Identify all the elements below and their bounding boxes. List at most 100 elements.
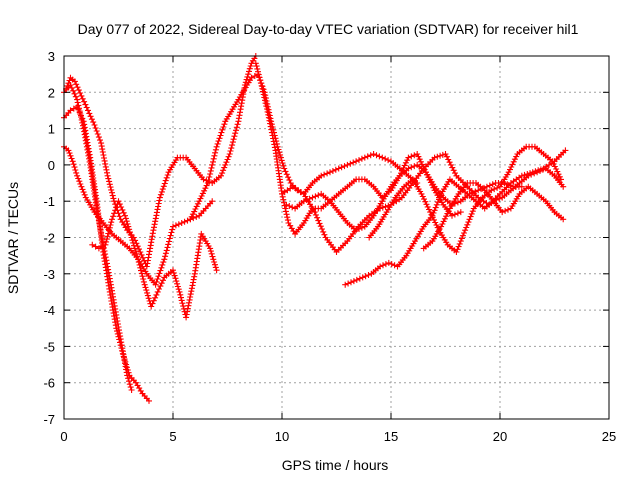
data-point [98,232,105,239]
data-point [226,151,233,157]
data-point [464,221,471,228]
data-point [170,267,176,274]
data-point [127,231,134,238]
data-point [505,206,511,213]
data-point [356,275,363,282]
data-point [187,291,194,298]
data-point [259,85,266,92]
data-point [65,80,72,87]
data-point [104,233,111,240]
data-point [137,249,144,255]
data-point [439,151,446,158]
data-point [462,227,469,234]
data-point [73,81,80,88]
data-point [440,218,447,225]
x-tick-label: 10 [275,429,289,444]
data-point [252,60,259,67]
data-point [405,165,412,172]
data-point [276,149,283,156]
data-point [219,170,226,177]
data-point [269,132,276,139]
data-point [261,94,268,101]
data-point [312,211,319,218]
data-point [265,114,272,121]
data-point [234,121,241,128]
data-point [284,214,291,221]
data-point [189,211,196,218]
data-point [212,149,219,156]
data-point [260,91,267,98]
data-point [415,153,422,160]
data-point [458,235,465,242]
data-point [258,82,265,89]
data-point [213,143,220,150]
data-point [283,171,290,178]
data-point [453,249,460,255]
data-point [77,90,84,96]
data-point [165,241,172,248]
data-point [163,174,170,181]
data-point [373,152,380,159]
data-point [555,171,562,178]
data-point [275,146,282,153]
data-point [205,177,212,183]
data-point [385,157,392,164]
data-point [163,247,170,254]
data-point [111,299,118,306]
data-point [75,175,82,182]
data-point [173,278,180,285]
data-point [210,256,217,263]
data-point [329,168,336,174]
data-point [109,192,116,199]
data-point [278,157,285,164]
data-point [80,125,87,132]
data-point [177,291,184,298]
data-point [439,221,446,227]
data-point [466,216,473,223]
data-point [122,215,129,222]
data-point [438,223,445,230]
data-point [81,98,88,105]
data-point [277,151,284,158]
data-point [191,273,198,280]
data-point [314,214,321,221]
data-point [433,201,440,208]
data-point [176,288,183,295]
data-point [193,203,200,210]
data-point [133,250,140,257]
data-point [254,65,261,72]
data-point [451,211,458,218]
data-point [562,147,569,154]
data-point [148,236,155,243]
data-point [180,303,187,310]
data-point [402,159,409,166]
data-point [102,163,109,170]
data-point [491,186,498,193]
data-point [212,261,218,268]
data-point [454,210,461,217]
data-point [134,253,141,260]
chart-title: Day 077 of 2022, Sidereal Day-to-day VTE… [78,21,579,37]
data-point [208,250,215,257]
data-point [463,224,470,231]
data-point [140,276,147,282]
data-point [189,282,196,289]
data-point [365,272,372,278]
data-point [268,129,275,136]
data-point [71,78,78,85]
data-point [461,230,467,236]
data-point [270,138,277,145]
data-point [455,243,462,250]
data-point [112,207,119,214]
data-point [179,300,186,307]
data-point [104,169,110,176]
data-point [116,201,123,208]
data-point [188,288,195,295]
data-point [155,200,162,207]
data-point [418,190,425,197]
data-point [284,217,291,224]
data-point [518,183,525,190]
data-point [379,204,386,211]
data-point [167,232,174,239]
data-point [102,251,109,258]
